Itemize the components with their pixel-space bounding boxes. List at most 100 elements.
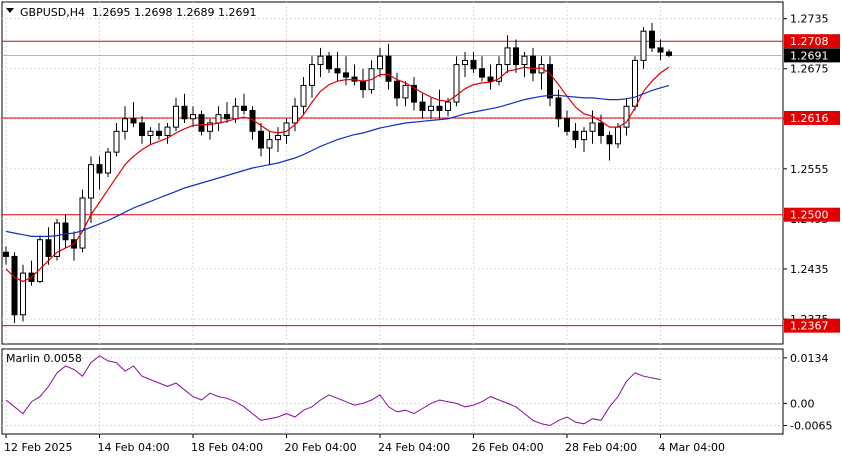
candle-body — [598, 122, 604, 136]
candle-body — [334, 68, 341, 74]
candle-body — [113, 130, 120, 153]
time-tick-label: 4 Mar 04:00 — [659, 441, 725, 454]
level-price-label: 1.2708 — [790, 35, 829, 48]
indicator-tick-label: 0.0134 — [790, 352, 829, 365]
price-pane[interactable]: 1.27351.26751.26151.25551.24951.24351.23… — [1, 1, 840, 345]
candle-body — [173, 105, 179, 128]
candle-body — [275, 134, 281, 141]
level-price-tag — [784, 34, 840, 49]
candle-body — [564, 118, 570, 132]
candle-body — [606, 134, 613, 145]
candle-body — [105, 151, 111, 174]
oscillator-line — [5, 355, 661, 427]
candle-body — [666, 51, 672, 56]
price-tick-label: 1.2555 — [790, 163, 829, 176]
candle-body — [640, 30, 647, 61]
candle-body — [470, 59, 477, 70]
time-axis: 12 Feb 2025 14 Feb 04:00 18 Feb 04:00 20 Fe… — [4, 434, 725, 454]
candle-body — [555, 97, 562, 120]
fast-ma-line — [5, 66, 670, 283]
candle-body — [207, 122, 213, 132]
indicator-pane[interactable]: 0.0134 0.00 -0.0065 Marlin 0.0058 — [1, 348, 832, 435]
candle-body — [181, 105, 188, 120]
candle-body — [326, 55, 332, 70]
candle-body — [122, 118, 128, 132]
candle-body — [504, 47, 511, 66]
candle-body — [445, 101, 451, 111]
candle-body — [88, 164, 94, 199]
candle-body — [224, 114, 230, 120]
candle-body — [615, 126, 621, 145]
time-tick-label: 18 Feb 04:00 — [191, 441, 263, 454]
candle-body — [657, 47, 664, 53]
candle-body — [402, 84, 409, 99]
candle-body — [3, 251, 9, 257]
moving-averages — [5, 66, 670, 283]
candle-body — [411, 84, 417, 103]
dropdown-triangle-icon[interactable] — [6, 8, 14, 13]
time-tick-label: 24 Feb 04:00 — [378, 441, 450, 454]
price-axis: 1.27351.26751.26151.25551.24951.24351.23… — [783, 13, 840, 333]
time-tick-label: 26 Feb 04:00 — [472, 441, 544, 454]
candle-body — [360, 80, 366, 91]
candle-body — [79, 197, 86, 249]
candle-body — [428, 105, 434, 111]
candle-body — [623, 105, 630, 128]
candle-body — [215, 114, 222, 124]
candle-body — [581, 130, 587, 141]
time-tick-label: 20 Feb 04:00 — [285, 441, 357, 454]
ohlc-label: 1.2695 1.2698 1.2689 1.2691 — [92, 6, 256, 19]
candle-body — [292, 105, 298, 124]
price-tick-label: 1.2435 — [790, 263, 829, 276]
level-price-label: 1.2500 — [790, 209, 829, 222]
candle-body — [589, 122, 596, 132]
candle-body — [62, 222, 69, 241]
candle-body — [258, 130, 264, 149]
candle-body — [377, 55, 383, 70]
slow-ma-line — [5, 84, 670, 237]
current-price-tag — [784, 48, 840, 63]
candle-body — [572, 130, 579, 141]
time-tick-label: 12 Feb 2025 — [4, 441, 72, 454]
candle-body — [419, 101, 426, 111]
candle-body — [513, 47, 519, 66]
candle-body — [190, 114, 196, 120]
candle-body — [385, 55, 392, 82]
candle-body — [649, 30, 655, 49]
candle-body — [96, 164, 103, 174]
candle-body — [11, 255, 18, 316]
candle-body — [20, 272, 26, 316]
candle-body — [343, 72, 349, 78]
candle-body — [521, 55, 528, 66]
candle-body — [130, 118, 137, 124]
candle-body — [156, 130, 162, 136]
candle-body — [453, 64, 460, 103]
candle-body — [198, 114, 205, 132]
symbol-label: GBPUSD,H4 — [20, 6, 85, 19]
price-tick-label: 1.2735 — [790, 13, 829, 26]
level-price-label: 1.2616 — [790, 112, 829, 125]
level-price-tag — [784, 207, 840, 222]
time-tick-label: 28 Feb 04:00 — [565, 441, 637, 454]
candle-body — [266, 139, 273, 149]
candle-body — [54, 222, 60, 257]
indicator-axis: 0.0134 0.00 -0.0065 — [783, 352, 832, 433]
candle-body — [530, 55, 536, 74]
candle-body — [462, 59, 468, 66]
chart-header: GBPUSD,H4 1.2695 1.2698 1.2689 1.2691 — [6, 6, 256, 19]
level-price-label: 1.2367 — [790, 320, 829, 333]
candle-body — [241, 105, 247, 111]
candle-body — [496, 64, 502, 82]
price-tick-label: 1.2675 — [790, 63, 829, 76]
current-price-label: 1.2691 — [790, 49, 829, 62]
candle-body — [45, 239, 52, 257]
candle-body — [632, 59, 638, 107]
indicator-tick-label: -0.0065 — [790, 420, 832, 433]
time-tick-label: 14 Feb 04:00 — [98, 441, 170, 454]
marlin-line — [5, 355, 661, 427]
indicator-tick-label: 0.00 — [790, 397, 815, 410]
candle-body — [394, 80, 400, 99]
level-price-tag — [784, 110, 840, 125]
